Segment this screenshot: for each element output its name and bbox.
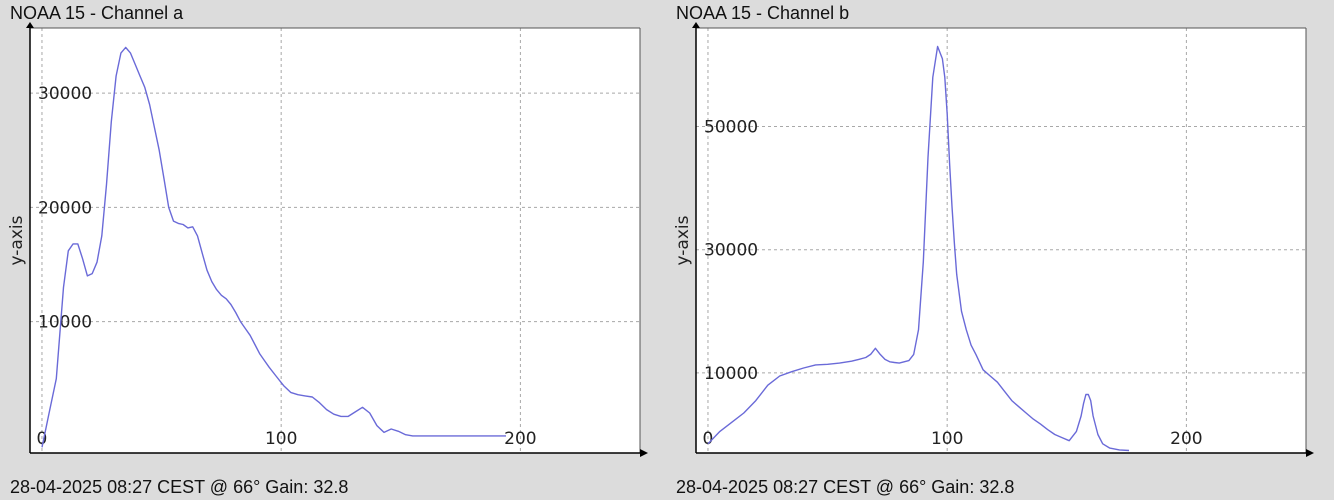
x-tick-label: 100: [931, 429, 963, 449]
chart-footer-info: 28-04-2025 08:27 CEST @ 66° Gain: 32.8: [10, 477, 349, 497]
x-tick-label: 200: [1170, 429, 1202, 449]
y-tick-label: 20000: [38, 198, 92, 218]
series-line: [41, 46, 506, 448]
chart-panel-channel-b: NOAA 15 - Channel b 0 100 200 10000 30000 500…: [666, 0, 1332, 500]
y-axis-label: y-axis: [673, 215, 693, 265]
y-axis-label: y-axis: [7, 215, 27, 265]
x-axis-arrow: [640, 449, 648, 457]
y-tick-label: 50000: [704, 118, 758, 138]
chart-panel-channel-a: NOAA 15 - Channel a 0 100 200 10000 20000 300…: [0, 0, 666, 500]
chart-footer-info: 28-04-2025 08:27 CEST @ 66° Gain: 32.8: [676, 477, 1015, 497]
plot-area: [696, 28, 1306, 453]
y-tick-label: 10000: [38, 313, 92, 333]
series-line: [707, 45, 1130, 452]
y-axis-arrow: [692, 22, 700, 28]
x-tick-label: 0: [703, 429, 714, 449]
y-tick-label: 30000: [38, 84, 92, 104]
x-axis-arrow: [1306, 449, 1314, 457]
chart-title: NOAA 15 - Channel a: [10, 3, 184, 23]
x-tick-label: 0: [37, 429, 48, 449]
x-tick-label: 100: [265, 429, 297, 449]
y-tick-label: 30000: [704, 241, 758, 261]
chart-channel-b: 0 100 200 10000 30000 50000 y-axis: [673, 22, 1314, 457]
y-axis-arrow: [26, 22, 34, 28]
chart-title: NOAA 15 - Channel b: [676, 3, 850, 23]
y-tick-label: 10000: [704, 364, 758, 384]
x-tick-label: 200: [504, 429, 536, 449]
chart-channel-a: 0 100 200 10000 20000 30000 y-axis: [7, 22, 648, 457]
plot-area: [30, 28, 640, 453]
